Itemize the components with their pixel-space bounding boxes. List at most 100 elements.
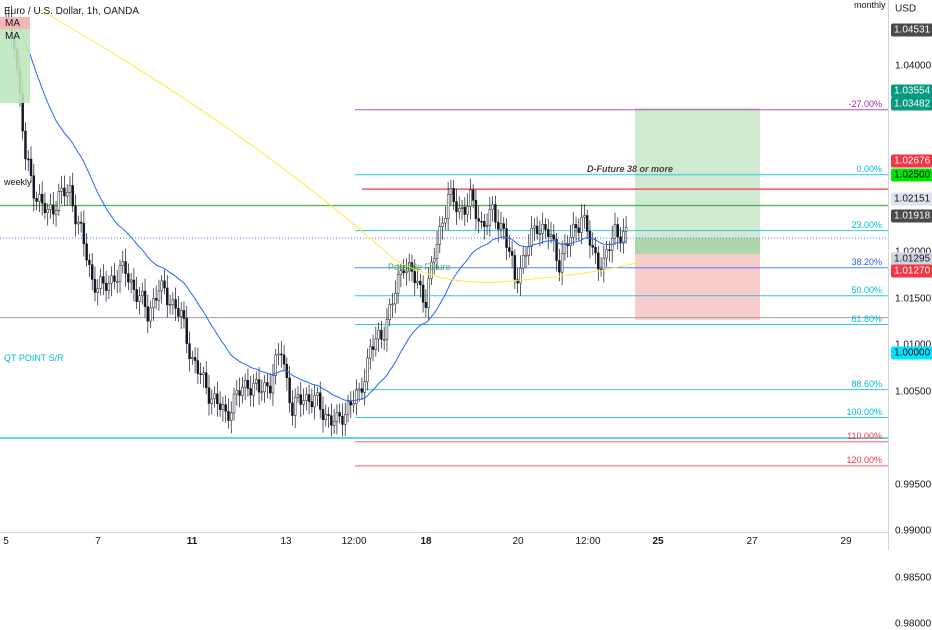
chart-canvas[interactable] [0,0,888,532]
weekly-label: weekly [4,177,32,187]
ma-indicator-label-1[interactable]: MA [5,18,20,29]
candle-body [127,273,130,283]
d-future-label: D-Future 38 or more [587,164,674,174]
candle-body [149,307,152,322]
candle-body [166,287,169,306]
candle-body [124,261,127,274]
candle-body [549,234,553,237]
price-tick: 0.98000 [895,618,932,630]
candle-body [574,224,578,229]
price-label: 1.01295 [891,252,932,266]
candle-body [516,279,519,284]
candle-body [38,194,41,202]
candle-body [363,381,366,393]
price-axis-currency: USD [895,3,917,15]
candle-body [510,251,514,256]
candle-body [446,194,450,219]
candle-body [597,252,600,270]
candle-body [580,216,583,233]
candle-body [441,222,444,227]
candle-body [90,264,94,280]
possible-future-label: Possible Future [388,262,451,272]
candle-body [433,258,436,263]
candle-body [352,403,355,406]
fib-label-4: 50.00% [851,284,882,295]
time-tick: 29 [840,536,852,547]
time-tick: 11 [186,536,198,547]
candle-body [291,402,294,416]
candle-body [360,388,364,393]
candle-body [138,295,141,302]
candle-body [452,188,455,202]
candle-body [77,221,80,225]
fib-label-3: 38.20% [851,256,882,267]
chart-area[interactable]: MA MA Euro / U.S. Dollar, 1h, OANDA week… [0,0,888,532]
candle-body [396,274,400,294]
candle-body [271,374,275,394]
candle-body [282,354,286,365]
candle-body [394,293,397,305]
fib-label-7: 100.00% [846,406,882,417]
candle-body [416,280,419,284]
candle-body [480,220,483,223]
candle-body [399,270,403,275]
candle-body [224,404,227,412]
symbol-title[interactable]: Euro / U.S. Dollar, 1h, OANDA [4,6,140,17]
candle-body [40,194,44,204]
fib-label-1: 0.00% [856,163,882,174]
candle-body [193,357,197,361]
candle-body [107,282,111,291]
candle-body [377,329,380,340]
ma-indicator-label-2[interactable]: MA [5,31,20,42]
candle-body [277,353,280,356]
candle-body [494,204,497,223]
time-tick: 5 [3,536,9,547]
candle-body [93,279,97,293]
qt-point-label: QT POINT S/R [4,353,64,363]
candle-body [485,225,489,227]
candle-body [547,229,550,237]
candle-body [572,224,575,238]
price-tick: 1.04000 [895,60,932,72]
candle-body [185,318,188,344]
time-axis[interactable]: 5 7 11 13 12:00 18 20 12:00 25 27 29 [0,532,888,551]
candle-body [410,262,414,272]
candle-body [563,243,567,254]
candle-body [427,278,430,308]
candle-body [366,357,369,383]
candle-body [96,288,99,293]
candle-body [602,257,606,270]
candle-body [444,218,447,224]
candle-body [199,373,202,375]
candle-body [246,379,250,389]
candle-body [622,231,625,244]
candle-body [27,158,30,161]
price-axis[interactable]: USD 1.040001.030001.020001.015001.010001… [888,0,932,630]
time-tick: 25 [652,536,664,547]
candle-body [204,372,208,388]
candle-body [538,233,542,235]
candle-body [591,245,594,248]
candle-body [188,343,191,360]
candle-body [46,209,49,213]
candle-body [527,246,530,256]
candle-body [344,414,347,425]
candle-body [241,386,244,396]
candle-body [280,353,283,356]
time-tick: 12:00 [341,536,367,547]
candle-body [469,189,472,207]
candle-body [230,412,233,421]
fib-label-8: 110.00% [847,430,882,441]
candle-body [263,382,266,393]
candle-body [24,130,27,160]
candle-body [163,280,166,289]
candle-body [491,204,494,210]
candle-body [221,404,225,410]
ma-indicator-box-1 [0,17,30,29]
candle-body [474,200,478,219]
candle-body [102,276,105,284]
candle-body [260,391,264,394]
candle-body [152,298,155,309]
candle-body [218,403,222,410]
candle-body [341,415,344,425]
